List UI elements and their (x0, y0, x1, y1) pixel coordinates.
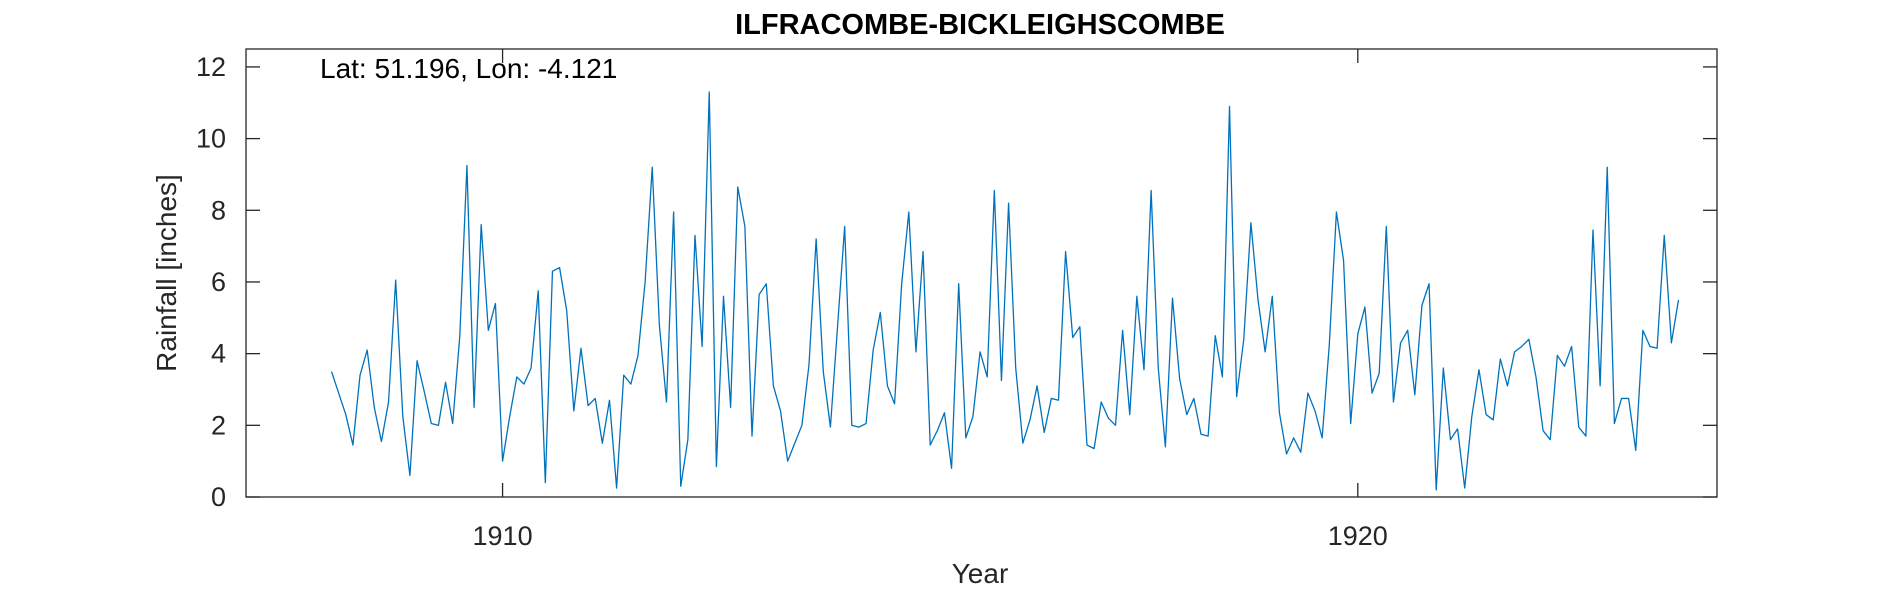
y-tick-label: 4 (211, 339, 226, 369)
x-tick-label: 1920 (1328, 521, 1388, 551)
plot-area (246, 49, 1717, 497)
axis-tick-labels: 0 2 4 6 8 10 12 1910 1920 (196, 52, 1388, 551)
rainfall-series-line (330, 91, 1680, 491)
x-axis-label: Year (952, 558, 1009, 589)
y-tick-label: 0 (211, 482, 226, 512)
y-tick-label: 2 (211, 410, 226, 440)
x-tick-label: 1910 (473, 521, 533, 551)
y-tick-label: 6 (211, 267, 226, 297)
plot-frame (245, 48, 1718, 498)
chart-title: ILFRACOMBE-BICKLEIGHSCOMBE (735, 9, 1225, 41)
y-tick-label: 8 (211, 195, 226, 225)
y-tick-label: 10 (196, 124, 226, 154)
location-annotation: Lat: 51.196, Lon: -4.121 (320, 53, 617, 84)
y-axis-label: Rainfall [inches] (151, 174, 182, 372)
y-tick-label: 12 (196, 52, 226, 82)
axis-ticks (246, 49, 1717, 498)
